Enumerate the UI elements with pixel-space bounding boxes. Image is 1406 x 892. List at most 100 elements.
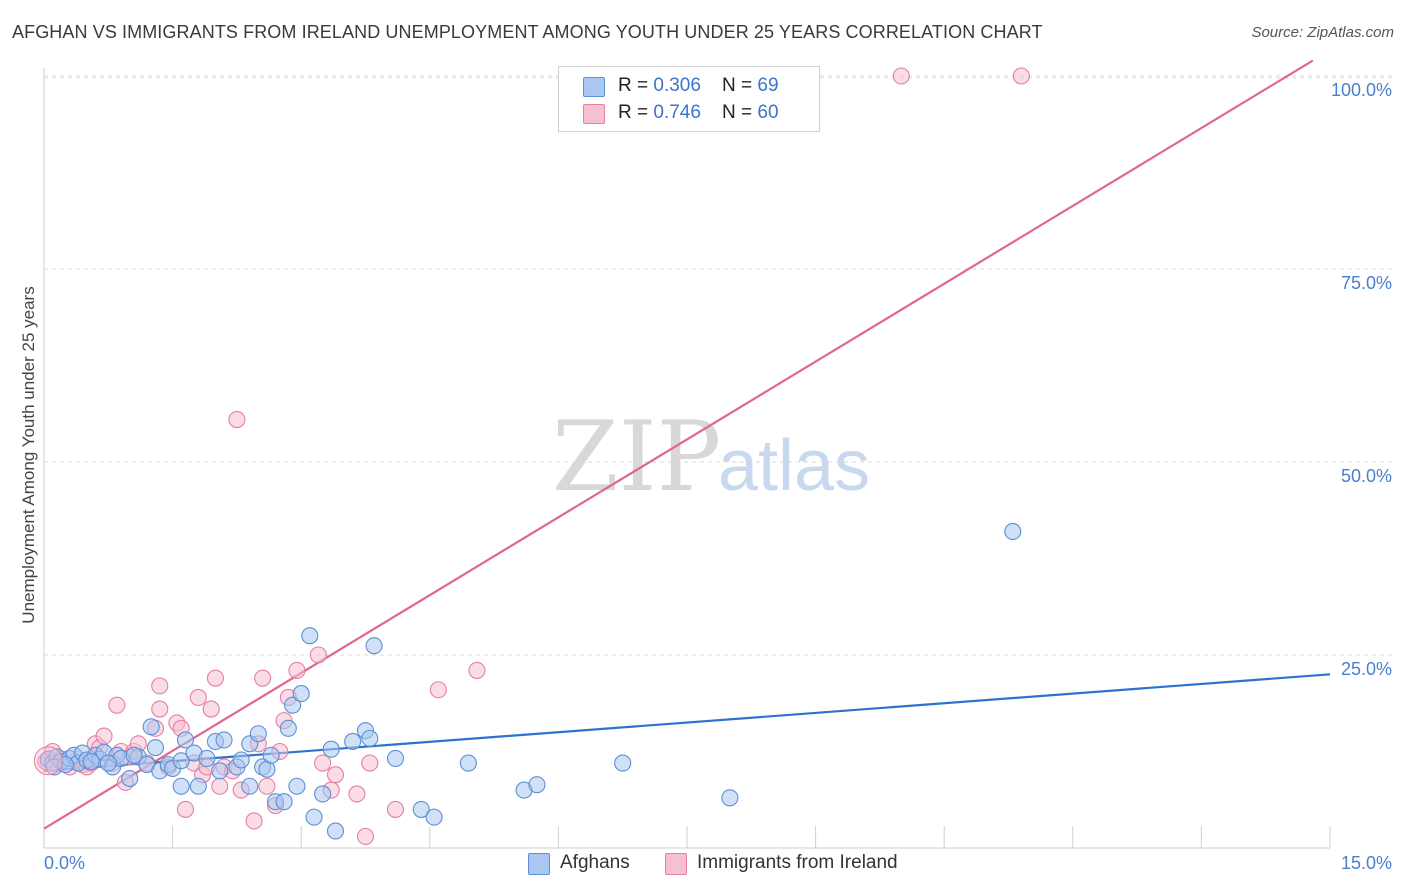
y-tick-label: 50.0% [1341,466,1392,486]
afghans-point [386,749,405,767]
trend-lines [43,59,1331,830]
afghans-point [146,739,165,757]
y-axis-title: Unemployment Among Youth under 25 years [19,286,38,623]
afghans-point [275,793,293,811]
chart-title: AFGHAN VS IMMIGRANTS FROM IRELAND UNEMPL… [12,22,1043,42]
afghans-point [721,789,739,807]
ireland-point [258,777,276,795]
afghans-point [82,752,100,771]
afghans-point [301,627,319,645]
axes [43,68,1331,849]
ireland-point [202,700,220,718]
afghans-point [528,776,546,794]
afghans-point [292,685,310,703]
watermark-atlas: atlas [718,426,870,506]
afghans-point [284,696,302,714]
ireland-point [348,785,366,803]
ireland-point [309,646,327,664]
grid-lines [44,75,1392,656]
ireland-trend-line [43,59,1314,830]
afghans-point [365,637,383,655]
afghans-point [305,808,323,826]
ireland-point [288,661,306,679]
ireland-point [33,746,63,776]
afghans-point [99,754,117,772]
afghans-point [211,762,229,780]
ireland-swatch [583,104,605,124]
afghans-n-label: N = [722,75,758,96]
ireland-legend-swatch [665,853,687,875]
afghans-point [1004,522,1022,541]
afghans-point [361,729,379,747]
ireland-point [95,727,113,745]
ireland-point [429,681,447,699]
ireland-point [151,677,169,695]
afghans-r-value: 0.306 [653,75,701,96]
ireland-point [1012,67,1030,85]
afghans-point [172,777,190,795]
afghans-trend-line [43,673,1331,772]
afghans-r-label: R = [618,75,654,96]
ireland-point [326,766,345,784]
ireland-point [176,800,195,818]
afghans-point [314,785,332,803]
ireland-n-value: 60 [757,102,779,123]
afghans-point [279,719,297,737]
afghans-point [56,756,74,774]
afghans-point [241,777,259,795]
afghans-point [326,822,345,840]
ireland-r-label: R = [618,102,654,123]
ireland-point [254,669,272,687]
ireland-r-value: 0.746 [653,102,701,123]
afghans-point [322,740,340,758]
ireland-point [386,800,405,818]
afghans-point [121,769,139,788]
ireland-n-label: N = [722,102,758,123]
afghans-point [232,751,250,769]
y-tick-label: 75.0% [1341,273,1392,293]
y-tick-label: 100.0% [1331,80,1392,100]
afghans-point [198,749,216,767]
afghans-point [172,752,190,770]
ireland-point [108,696,126,714]
afghans-point [189,777,207,795]
data-points [33,67,1030,845]
afghans-point [425,808,443,826]
ireland-legend-label: Immigrants from Ireland [697,852,898,873]
ireland-point [206,669,225,687]
source-label: Source: ZipAtlas.com [1251,24,1394,41]
ireland-point [189,688,207,707]
ireland-point [245,812,263,830]
afghans-legend-swatch [528,853,550,875]
afghans-point [125,746,143,764]
afghans-point [176,731,195,749]
afghans-point [262,746,280,764]
afghans-point [142,718,160,736]
x-tick-label: 15.0% [1341,853,1392,873]
ireland-point [151,700,169,718]
afghans-point [459,754,477,772]
x-tick-label: 0.0% [44,853,85,873]
stats-legend: R = 0.306 N = 69 R = 0.746 N = 60 [558,66,820,132]
ireland-point [314,754,332,772]
afghans-point [249,725,267,743]
series-legend: Afghans Immigrants from Ireland [528,852,948,878]
afghans-legend-label: Afghans [560,852,630,873]
ireland-point [356,827,375,845]
watermark-zip: ZIP [552,401,721,513]
ireland-point [228,410,246,429]
y-tick-label: 25.0% [1341,659,1392,679]
afghans-n-value: 69 [757,75,779,96]
ireland-point [211,777,229,795]
afghans-point [215,731,233,749]
afghans-point [288,777,306,795]
ireland-point [892,67,910,85]
ireland-point [468,661,486,679]
afghans-swatch [583,77,605,97]
afghans-point [614,754,632,772]
tick-labels: 25.0% 50.0% 75.0% 100.0% 0.0% 15.0% [44,80,1392,873]
ireland-point [361,754,379,772]
afghans-point [344,732,362,751]
afghans-point [412,800,430,818]
